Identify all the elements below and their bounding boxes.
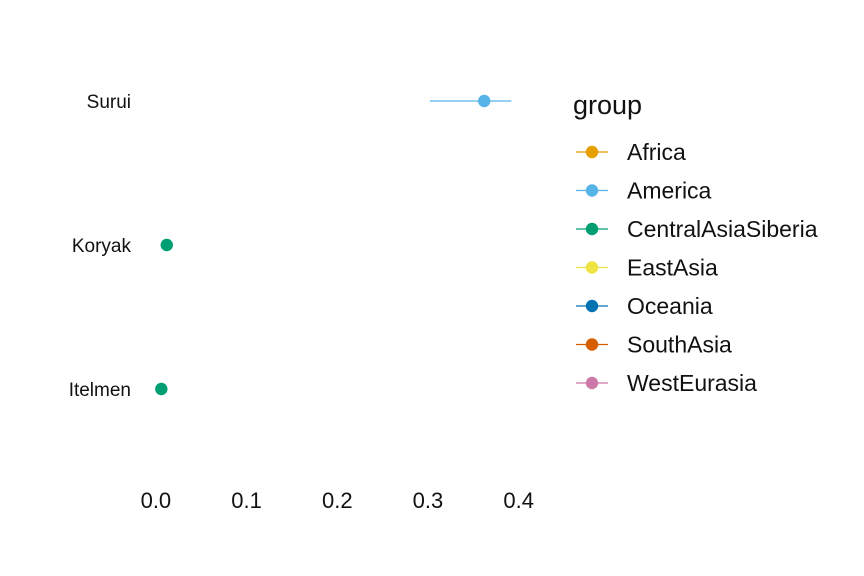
data-point bbox=[160, 238, 173, 252]
data-point bbox=[155, 382, 168, 396]
legend-key-point bbox=[585, 338, 599, 351]
y-tick-label: Itelmen bbox=[69, 380, 131, 401]
error-bars bbox=[159, 100, 512, 390]
legend-key-point bbox=[585, 222, 599, 236]
legend-label: Oceania bbox=[627, 293, 713, 319]
y-tick-label: Surui bbox=[87, 92, 131, 113]
legend-key-point bbox=[585, 184, 599, 197]
legend-label: EastAsia bbox=[627, 255, 718, 281]
x-tick-label: 0.3 bbox=[413, 488, 444, 513]
x-axis-labels: 0.0 0.1 0.2 0.3 0.4 bbox=[141, 488, 534, 513]
legend-items: Africa America CentralAsiaSiberia EastAsia O… bbox=[576, 139, 818, 396]
legend-label: Africa bbox=[627, 139, 686, 165]
x-tick-label: 0.1 bbox=[231, 488, 262, 513]
legend-key-point bbox=[585, 299, 599, 313]
legend-label: America bbox=[627, 178, 712, 204]
legend-key-point bbox=[585, 376, 599, 390]
y-tick-label: Koryak bbox=[72, 236, 132, 257]
legend-label: SouthAsia bbox=[627, 332, 732, 358]
data-points bbox=[155, 94, 491, 396]
legend: group Africa America CentralAsiaSiberia Eas… bbox=[573, 90, 818, 396]
legend-key-point bbox=[585, 145, 599, 159]
x-tick-label: 0.2 bbox=[322, 488, 353, 513]
legend-title: group bbox=[573, 90, 642, 120]
x-tick-label: 0.0 bbox=[141, 488, 172, 513]
data-point bbox=[478, 94, 491, 108]
legend-key-point bbox=[585, 261, 599, 274]
x-tick-label: 0.4 bbox=[503, 488, 534, 513]
y-axis-labels: Surui Koryak Itelmen bbox=[69, 92, 132, 401]
legend-label: WestEurasia bbox=[627, 370, 757, 396]
legend-label: CentralAsiaSiberia bbox=[627, 216, 818, 242]
